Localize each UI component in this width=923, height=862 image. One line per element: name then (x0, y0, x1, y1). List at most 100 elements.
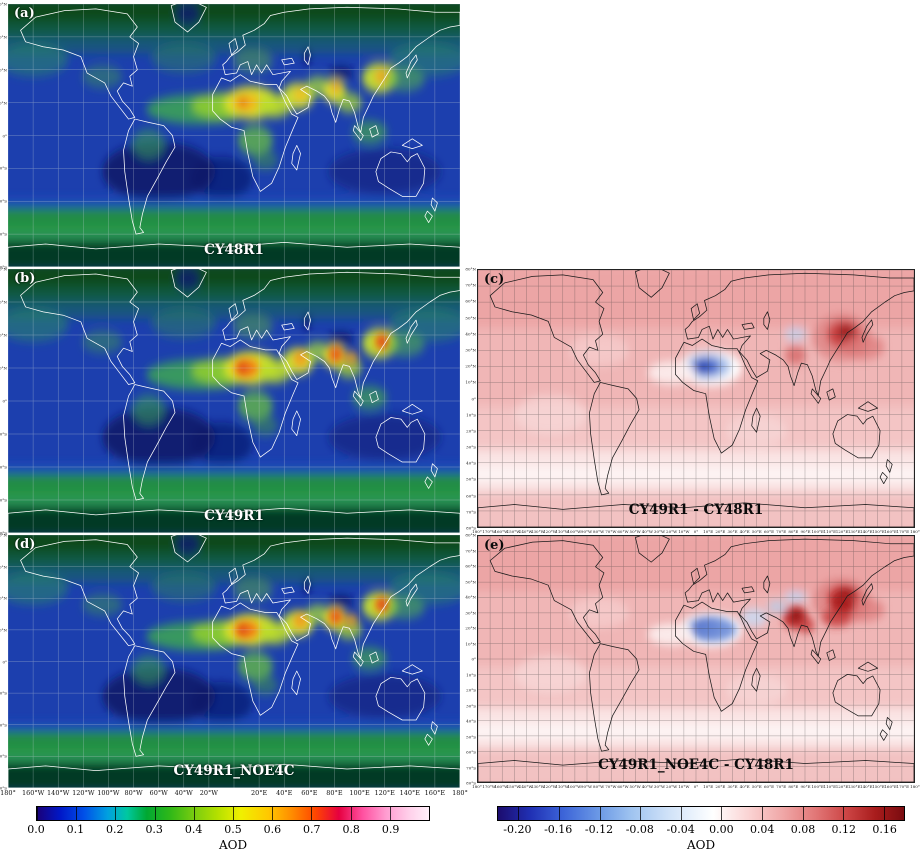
colorbar-tick-label: 0.1 (66, 823, 85, 836)
lon-tick-label: 140°E (399, 789, 420, 797)
lon-tick-label: 150°W (506, 784, 521, 789)
colorbar-tick-mark (272, 807, 274, 820)
lon-tick-label: 60°E (763, 784, 774, 789)
aod-colorbar-title: AOD (218, 838, 248, 852)
lat-tick-label: 30°N (465, 610, 476, 615)
colorbar-tick-mark (389, 807, 391, 820)
lat-tick-label: 60°S (466, 493, 476, 499)
lat-tick-label: 80°N (465, 266, 476, 272)
lon-tick-label: 20°W (666, 784, 678, 789)
lon-tick-label: 120°E (835, 784, 849, 789)
lon-tick-label: 30°W (653, 784, 666, 789)
lat-tick-label: 70°S (466, 765, 476, 770)
lat-tick-label: 0° (2, 659, 7, 664)
lat-tick-label: 80°N (465, 532, 476, 538)
panel-d-caption: CY49R1_NOE4C (173, 763, 295, 780)
lon-tick-label: 70°W (605, 784, 617, 789)
lon-tick-label: 140°W (518, 528, 533, 534)
lon-tick-label: 60°W (617, 528, 629, 534)
lon-tick-label: 10°W (678, 784, 690, 789)
lon-tick-label: 10°E (703, 528, 714, 534)
colorbar-tick-label: 0.08 (790, 823, 816, 836)
diff-map-cy49r1-cy48r1 (478, 270, 914, 527)
lon-tick-label: 40°W (174, 789, 193, 797)
lon-tick-label: 130°E (847, 528, 861, 534)
lon-tick-label: 90°E (800, 528, 811, 534)
lat-tick-label: 60°N (0, 34, 7, 40)
lat-tick-label: 20°N (0, 627, 7, 633)
lat-tick-label: 0° (471, 396, 476, 401)
panel-b-letter: (b) (14, 271, 36, 286)
colorbar-tick-label: -0.12 (584, 823, 614, 836)
colorbar-tick-label: -0.08 (625, 823, 654, 836)
lat-tick-label: 40°N (0, 595, 7, 601)
colorbar-tick-mark (761, 807, 763, 820)
lat-tick-label: 20°N (465, 625, 476, 631)
colorbar-tick-mark (115, 807, 117, 820)
panel-e-letter: (e) (484, 538, 505, 553)
lat-tick-label: 10°S (466, 412, 476, 418)
panel-d: (d) CY49R1_NOE4C (8, 535, 460, 788)
panel-a: (a) CY48R1 (8, 4, 460, 267)
lat-tick-label: 30°N (465, 347, 476, 353)
lon-tick-label: 70°E (776, 528, 787, 534)
lon-tick-label: 150°E (872, 784, 885, 789)
aod-map-cy48r1 (8, 4, 460, 267)
colorbar-tick-label: 0.4 (184, 823, 203, 836)
lat-tick-label: 60°N (0, 299, 7, 305)
lon-tick-label: 140°W (518, 784, 533, 789)
lat-ticks-panel-c: 80°N 70°N 60°N 50°N 40°N 30°N 20°N 10°N 0° 10°S 20… (464, 266, 477, 531)
colorbar-tick-label: 0.8 (342, 823, 360, 836)
lon-tick-label: 170°E (896, 528, 910, 534)
lat-tick-label: 40°N (0, 67, 7, 73)
lon-tick-label: 140°W (47, 789, 70, 797)
lon-tick-label: 40°E (739, 528, 750, 534)
aod-colorbar (36, 806, 430, 821)
lat-tick-label: 20°S (0, 431, 7, 437)
lat-tick-label: 80°S (0, 530, 7, 536)
colorbar-tick-label: 0.6 (263, 823, 282, 836)
panel-d-letter: (d) (14, 537, 36, 552)
colorbar-tick-mark (680, 807, 682, 820)
colorbar-tick-mark (154, 807, 156, 820)
colorbar-tick-label: 0.00 (709, 823, 734, 836)
lon-tick-label: 50°E (751, 784, 762, 789)
lon-tick-label: 80°E (788, 528, 799, 534)
colorbar-tick-label: 0.0 (27, 823, 45, 836)
lon-tick-label: 50°E (751, 528, 762, 534)
colorbar-tick-label: -0.16 (544, 823, 573, 836)
colorbar-tick-mark (350, 807, 352, 820)
colorbar-tick-mark (193, 807, 195, 820)
lat-tick-label: 60°N (465, 298, 476, 304)
colorbar-tick-mark (311, 807, 313, 820)
lat-tick-label: 60°S (0, 753, 7, 759)
lon-tick-label: 20°E (250, 789, 268, 797)
lon-tick-label: 100°W (567, 528, 582, 534)
lat-tick-label: 80°N (0, 1, 7, 7)
lon-tick-label: 60°E (763, 528, 774, 534)
lon-tick-label: 90°W (580, 528, 593, 534)
colorbar-tick-label: 0.7 (303, 823, 321, 836)
lon-tick-label: 60°W (617, 784, 629, 789)
lat-tick-label: 50°N (465, 579, 476, 584)
lon-tick-label: 80°E (788, 784, 799, 789)
lon-tick-label: 110°W (555, 784, 570, 789)
panel-c-letter: (c) (484, 272, 505, 287)
lat-tick-label: 80°S (466, 525, 476, 531)
lon-tick-label: 130°W (530, 784, 545, 789)
lat-tick-label: 20°N (0, 100, 7, 106)
lon-tick-label: 90°E (800, 784, 811, 789)
lon-tick-label: 20°E (715, 784, 726, 789)
lon-tick-label: 160°E (884, 528, 897, 534)
lon-tick-label: 180° (472, 784, 482, 789)
lon-tick-label: 110°E (823, 528, 837, 534)
lat-tick-label: 30°S (466, 444, 476, 450)
lat-tick-label: 60°N (465, 563, 476, 569)
colorbar-tick-label: 0.16 (872, 823, 897, 836)
aod-map-cy49r1 (8, 269, 460, 533)
lon-ticks-panel-d: 180° 160°W 140°W 120°W 100°W 80°W 60°W 40°W 20°W… (0, 789, 468, 799)
lon-tick-label: 180° (0, 789, 16, 797)
lat-tick-label: 40°N (465, 594, 476, 600)
lat-tick-label: 70°N (465, 548, 476, 553)
